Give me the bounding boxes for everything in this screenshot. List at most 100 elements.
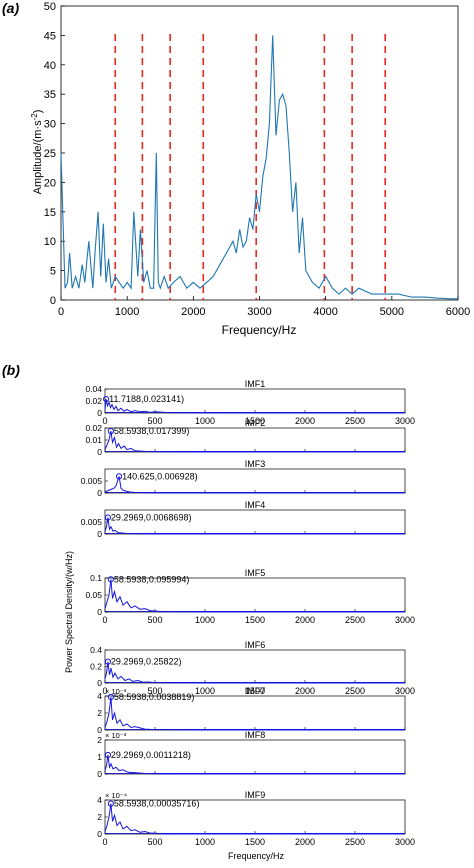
- imf9-xtick-label-5: 2500: [345, 837, 365, 847]
- imf2-title: IMF2: [245, 418, 266, 428]
- imf9-ytick-label-0: 0: [97, 829, 102, 839]
- imf3-peak-label: 140.625,0.006928): [122, 471, 198, 481]
- imf4-ytick-label-1: 0.005: [81, 517, 103, 527]
- panel-a-ytick-label-10: 50: [44, 1, 56, 13]
- imf6-xtick-label-2: 1000: [195, 686, 215, 696]
- imf6-xtick-label-3: 1500: [245, 686, 265, 696]
- imf8-series-line-0: [104, 754, 405, 775]
- panel-a-xtick-label-2: 2000: [181, 306, 205, 318]
- imf9-xtick-label-0: 0: [102, 837, 107, 847]
- imf9-ytick-label-2: 4: [97, 795, 102, 805]
- imf7-peak-label: 58.5938,0.0038819): [114, 692, 195, 702]
- imf8-multiplier: × 10⁻³: [105, 731, 127, 740]
- imf7-peak-marker: [107, 693, 114, 701]
- imf8-ytick-label-2: 2: [97, 735, 102, 745]
- panel-a-xtick-label-6: 6000: [446, 306, 470, 318]
- imf1-peak-label: 11.7188,0.023141): [109, 394, 184, 404]
- imf8-peak-marker: [104, 751, 112, 759]
- imf5-xtick-label-0: 0: [102, 615, 107, 625]
- imf9-xtick-label-3: 1500: [245, 837, 265, 847]
- imf-subplot-6: IMF6 0 0.2 0.4 0 500 1000 1500 2000 2500 3000 29.29…: [90, 640, 415, 696]
- imf4-series-line-0: [104, 517, 405, 535]
- imf2-peak-marker: [107, 428, 114, 435]
- imf6-xtick-label-6: 3000: [395, 686, 415, 696]
- imf1-xtick-label-3: 1500: [245, 416, 265, 426]
- panel-a-series-line-0: [60, 35, 458, 300]
- imf4-peak-marker: [104, 514, 112, 521]
- panel-a-xtick-label-3: 3000: [247, 306, 271, 318]
- panel-a-ytick-label-8: 40: [44, 60, 56, 72]
- imf1-ytick-label-0: 0: [97, 408, 102, 418]
- imf7-title: IMF7: [245, 686, 266, 696]
- imf6-xtick-label-5: 2500: [345, 686, 365, 696]
- panel-a-ytick-label-9: 45: [44, 30, 56, 42]
- imf7-ytick-label-2: 4: [97, 691, 102, 701]
- imf1-peak-marker: [103, 396, 110, 403]
- imf5-xtick-label-6: 3000: [395, 615, 415, 625]
- panel-a-xlabel: Frequency/Hz: [222, 323, 297, 337]
- panel-a-xtick-label-1: 1000: [115, 306, 139, 318]
- panel-b-xlabel: Frequency/Hz: [228, 851, 285, 861]
- imf-subplot-7: IMF7 0 2 4 × 10⁻³58.5938,0.0038819): [97, 686, 406, 735]
- imf5-xtick-label-4: 2000: [295, 615, 315, 625]
- imf1-series-line-0: [104, 399, 405, 414]
- panel-a-series: [60, 35, 458, 300]
- imf1-ytick-label-1: 0.02: [85, 396, 102, 406]
- imf6-title: IMF6: [245, 640, 266, 650]
- imf1-xtick-label-0: 0: [102, 416, 107, 426]
- imf1-xtick-label-1: 500: [147, 416, 162, 426]
- panel-a-axes: 0 1000 2000 3000 4000 5000 6000 0 5 10 15 20 25 30 35 4…: [44, 1, 470, 318]
- imf3-ytick-label-1: 0.005: [81, 476, 103, 486]
- imf9-multiplier: × 10⁻⁴: [105, 791, 127, 800]
- imf3-series-line-0: [104, 476, 405, 494]
- imf9-peak-label: 58.5938,0.00035716): [114, 799, 200, 809]
- panel-a-xtick-label-5: 5000: [380, 306, 404, 318]
- panel-a-label: (a): [2, 0, 19, 16]
- panel-a-ytick-label-0: 0: [50, 295, 56, 307]
- panel-a-ytick-label-7: 35: [44, 89, 56, 101]
- panel-a-ytick-label-5: 25: [44, 148, 56, 160]
- imf1-xtick-label-6: 3000: [395, 416, 415, 426]
- imf6-ytick-label-1: 0.2: [90, 662, 102, 672]
- imf6-peak-marker: [104, 658, 112, 665]
- imf1-xtick-label-5: 2500: [345, 416, 365, 426]
- imf9-xtick-label-6: 3000: [395, 837, 415, 847]
- imf1-xtick-label-2: 1000: [195, 416, 215, 426]
- imf9-peak-marker: [107, 800, 114, 807]
- imf9-xtick-label-4: 2000: [295, 837, 315, 847]
- imf5-ytick-label-2: 0.1: [90, 573, 102, 583]
- imf8-ytick-label-0: 0: [97, 769, 102, 779]
- panel-b-label: (b): [2, 362, 20, 378]
- imf4-ytick-label-0: 0: [97, 529, 102, 539]
- imf5-xtick-label-5: 2500: [345, 615, 365, 625]
- imf2-ytick-label-1: 0.01: [85, 435, 102, 445]
- imf6-ytick-label-2: 0.4: [90, 645, 102, 655]
- panel-a-xtick-label-0: 0: [58, 306, 64, 318]
- panel-a-ytick-label-3: 15: [44, 207, 56, 219]
- imf2-series-line-0: [104, 430, 405, 453]
- imf5-peak-label: 58.5938,0.095994): [114, 574, 190, 584]
- imf3-ytick-label-0: 0: [97, 488, 102, 498]
- imf5-title: IMF5: [245, 568, 266, 578]
- imf5-peak-marker: [107, 576, 114, 583]
- imf5-ytick-label-1: 0.05: [85, 590, 102, 600]
- panel-a-frame: [60, 5, 459, 301]
- panel-a-ytick-label-1: 5: [50, 266, 56, 278]
- imf9-ytick-label-1: 2: [97, 812, 102, 822]
- panel-b-ylabel: Power Spectral Density/(w/Hz): [64, 551, 74, 673]
- imf-subplot-9: IMF9 0 2 4 × 10⁻⁴ 0 500 1000 1500 2000 2500 3000 58.…: [97, 790, 415, 847]
- imf6-xtick-label-1: 500: [147, 686, 162, 696]
- imf9-xtick-label-1: 500: [147, 837, 162, 847]
- imf4-title: IMF4: [245, 500, 266, 510]
- imf2-ytick-label-2: 0.02: [85, 423, 102, 433]
- imf3-title: IMF3: [245, 459, 266, 469]
- imf2-ytick-label-0: 0: [97, 447, 102, 457]
- imf1-ytick-label-2: 0.04: [85, 384, 102, 394]
- panel-a-ytick-label-6: 30: [44, 119, 56, 131]
- imf7-ytick-label-1: 2: [97, 708, 102, 718]
- imf8-title: IMF8: [245, 730, 266, 740]
- imf2-peak-label: 58.5938,0.017399): [114, 426, 190, 436]
